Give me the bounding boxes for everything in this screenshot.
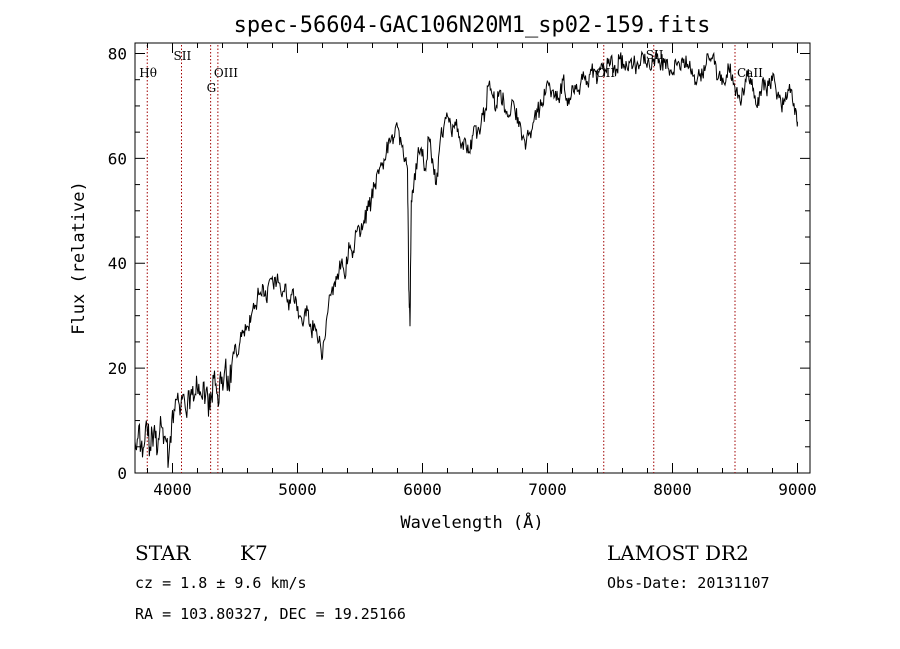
line-marker-label: CaII <box>737 66 763 80</box>
line-marker-label: SII <box>646 48 664 62</box>
y-tick-label: 60 <box>108 149 127 168</box>
y-tick-label: 0 <box>117 464 127 483</box>
y-tick-label: 80 <box>108 44 127 63</box>
survey-name: LAMOST DR2 <box>607 541 749 565</box>
y-axis-label: Flux (relative) <box>69 181 89 335</box>
object-subclass: K7 <box>240 541 268 565</box>
obs-date: Obs-Date: 20131107 <box>607 574 770 592</box>
line-marker-label: Hθ <box>139 66 157 80</box>
x-tick-label: 5000 <box>278 480 317 499</box>
x-tick-label: 6000 <box>403 480 442 499</box>
object-class: STAR <box>135 541 191 565</box>
x-tick-label: 7000 <box>528 480 567 499</box>
x-tick-label: 8000 <box>653 480 692 499</box>
x-tick-label: 4000 <box>153 480 192 499</box>
line-marker-label: OIII <box>214 66 238 80</box>
y-tick-label: 20 <box>108 359 127 378</box>
redshift-info: cz = 1.8 ± 9.6 km/s <box>135 574 307 592</box>
coordinates: RA = 103.80327, DEC = 19.25166 <box>135 605 406 623</box>
x-tick-label: 9000 <box>778 480 817 499</box>
chart-title: spec-56604-GAC106N20M1_sp02-159.fits <box>234 13 711 38</box>
line-marker-label: SII <box>174 49 192 63</box>
plot-frame <box>134 42 811 474</box>
spectrum-line <box>134 50 798 468</box>
line-marker-label: G <box>207 81 217 95</box>
x-axis-label: Wavelength (Å) <box>400 511 543 533</box>
y-tick-label: 40 <box>108 254 127 273</box>
